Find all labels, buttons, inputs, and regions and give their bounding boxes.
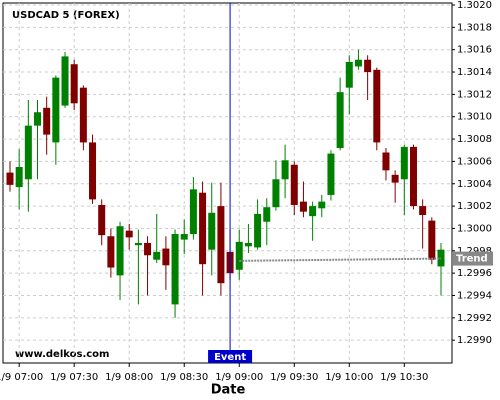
x-tick-label: 1/9 09:00 (215, 372, 263, 383)
y-tick-label: 1.3014 (457, 67, 492, 78)
candle-body (125, 230, 133, 238)
candle-body (400, 146, 408, 180)
candle-body (189, 189, 197, 235)
x-tick-label: 1/9 07:30 (50, 372, 98, 383)
candle-body (43, 107, 51, 135)
chart-title: USDCAD 5 (FOREX) (12, 10, 120, 21)
x-tick-label: 1/9 10:30 (380, 372, 428, 383)
watermark: www.delkos.com (15, 349, 109, 360)
event-label-box (208, 350, 253, 363)
candle-body (345, 61, 353, 88)
candle-body (309, 206, 317, 217)
candle-body (391, 174, 399, 183)
trend-line (239, 257, 442, 262)
y-tick-label: 1.2992 (457, 313, 492, 324)
candle-body (6, 172, 14, 185)
candle-body (15, 166, 23, 188)
candle-body (217, 206, 225, 284)
x-axis-label: Date (211, 383, 246, 398)
candle-body (327, 153, 335, 195)
candle-body (107, 236, 115, 268)
candle-body (254, 213, 262, 248)
y-tick-label: 1.3002 (457, 201, 492, 212)
y-tick-label: 1.3004 (457, 179, 492, 190)
x-tick-label: 1/9 09:30 (270, 372, 318, 383)
y-tick-label: 1.3020 (457, 0, 492, 11)
candle-body (235, 241, 243, 270)
candle-body (290, 164, 298, 205)
y-tick-label: 1.2998 (457, 246, 492, 257)
plot-frame (2, 2, 453, 364)
trend-label-box (453, 251, 493, 266)
candle-body (364, 59, 372, 73)
x-tick-label: 1/9 10:00 (325, 372, 373, 383)
candle-body (79, 87, 87, 143)
candle-body (171, 234, 179, 305)
y-tick-label: 1.3010 (457, 112, 492, 123)
y-tick-label: 1.3018 (457, 22, 492, 33)
candle-body (428, 220, 436, 260)
candle-body (144, 242, 152, 256)
candle-body (24, 125, 32, 180)
y-tick-label: 1.3006 (457, 156, 492, 167)
candle-body (199, 192, 207, 265)
candle-body (382, 152, 390, 171)
candle-body (98, 204, 106, 236)
candle-body (244, 242, 252, 247)
y-tick-label: 1.3008 (457, 134, 492, 145)
candle-body (52, 77, 60, 143)
candle-body (299, 201, 307, 212)
candle-body (419, 206, 427, 216)
y-tick-label: 1.3016 (457, 45, 492, 56)
candle-body (180, 234, 188, 240)
candle-body (208, 212, 216, 250)
candle-body (61, 56, 69, 106)
y-tick-label: 1.2996 (457, 268, 492, 279)
candle-body (281, 160, 289, 180)
candle-body (336, 92, 344, 148)
x-tick-label: 1/9 08:00 (105, 372, 153, 383)
event-label: Event (214, 352, 246, 363)
y-tick-label: 1.2994 (457, 290, 492, 301)
candle-body (373, 69, 381, 143)
candle-body (70, 64, 78, 104)
y-tick-label: 1.3000 (457, 223, 492, 234)
candle-body (354, 59, 362, 67)
candle-body (89, 142, 97, 200)
trend-label: Trend (456, 254, 488, 265)
candle-body (272, 179, 280, 208)
y-tick-label: 1.3012 (457, 89, 492, 100)
candle-body (318, 201, 326, 209)
candle-body (263, 207, 271, 222)
candle-body (116, 226, 124, 276)
candle-body (134, 242, 142, 246)
candle-body (162, 248, 170, 266)
candle-body (34, 112, 42, 126)
y-tick-label: 1.2990 (457, 335, 492, 346)
candle-body (437, 249, 445, 267)
x-tick-label: 1/9 07:00 (0, 372, 43, 383)
x-tick-label: 1/9 08:30 (160, 372, 208, 383)
candle-body (409, 146, 417, 207)
candle-body (153, 251, 161, 260)
